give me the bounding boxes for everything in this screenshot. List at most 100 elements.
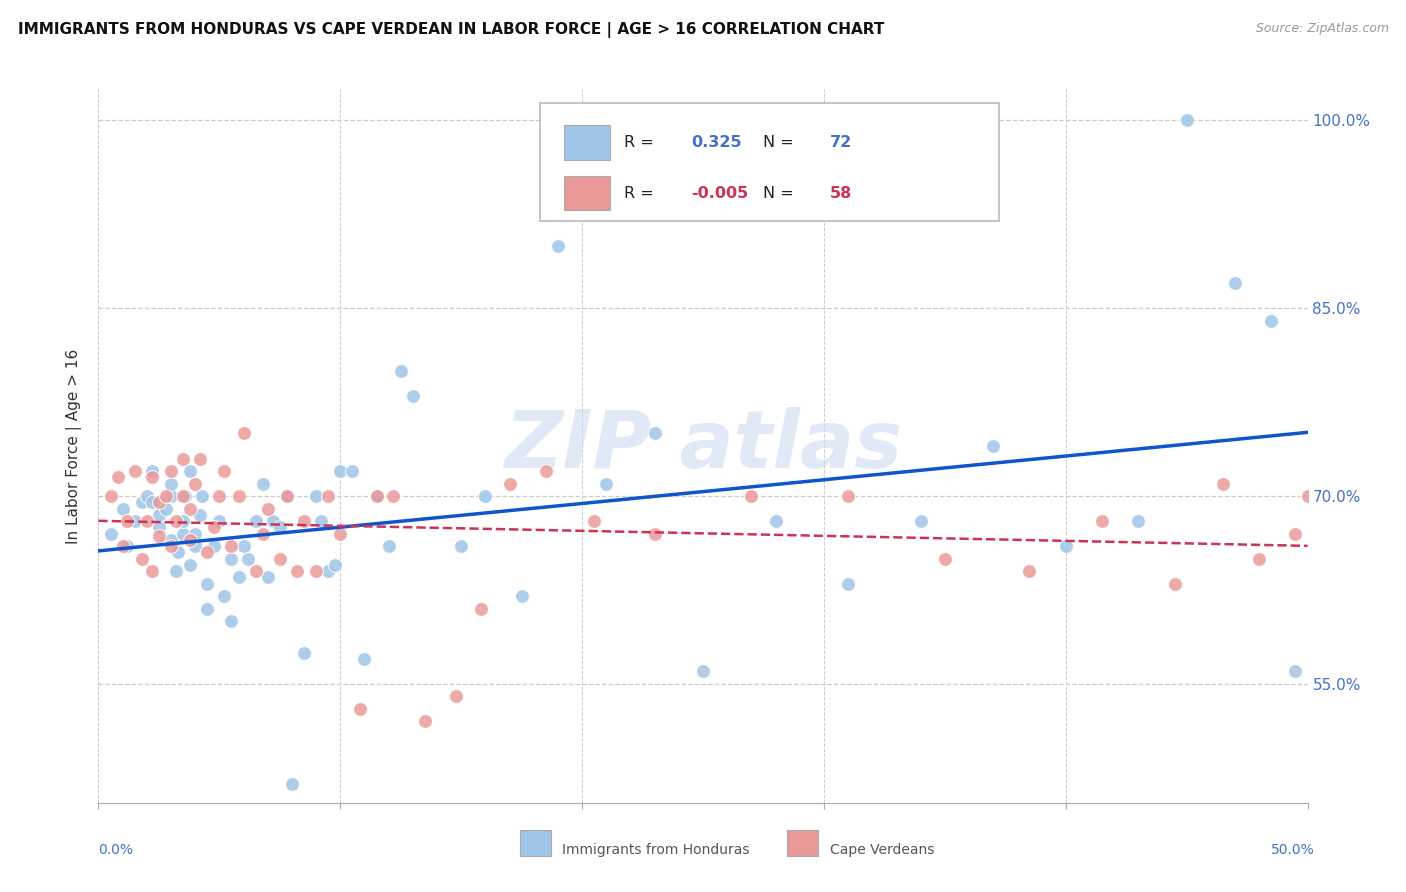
Point bbox=[160, 476, 183, 491]
Point bbox=[141, 470, 163, 484]
Point bbox=[252, 476, 274, 491]
Point bbox=[276, 489, 298, 503]
Point bbox=[262, 514, 284, 528]
Point bbox=[131, 551, 153, 566]
Point bbox=[583, 514, 606, 528]
Point bbox=[292, 646, 315, 660]
Point bbox=[547, 238, 569, 252]
Point bbox=[644, 526, 666, 541]
Text: Immigrants from Honduras: Immigrants from Honduras bbox=[562, 843, 749, 857]
Point bbox=[141, 464, 163, 478]
Point bbox=[325, 558, 347, 572]
Point bbox=[184, 476, 207, 491]
Point bbox=[228, 570, 250, 584]
Point bbox=[131, 495, 153, 509]
FancyBboxPatch shape bbox=[564, 125, 610, 160]
Point bbox=[232, 426, 254, 441]
Point bbox=[329, 526, 352, 541]
Text: ZIP atlas: ZIP atlas bbox=[503, 407, 903, 485]
Point bbox=[316, 489, 339, 503]
Point bbox=[124, 514, 146, 528]
Point bbox=[160, 464, 183, 478]
Point bbox=[204, 539, 226, 553]
Point bbox=[208, 514, 231, 528]
Point bbox=[389, 364, 412, 378]
Point bbox=[111, 539, 134, 553]
Point bbox=[155, 501, 177, 516]
Point bbox=[212, 464, 235, 478]
Point bbox=[165, 564, 187, 578]
Point bbox=[366, 489, 388, 503]
Point bbox=[1212, 476, 1234, 491]
Point bbox=[534, 464, 557, 478]
FancyBboxPatch shape bbox=[540, 103, 1000, 221]
Point bbox=[252, 526, 274, 541]
Point bbox=[474, 489, 496, 503]
Point bbox=[165, 514, 187, 528]
Point bbox=[934, 551, 956, 566]
Point bbox=[117, 514, 139, 528]
Point bbox=[377, 539, 399, 553]
Point bbox=[100, 526, 122, 541]
Point bbox=[172, 526, 194, 541]
Text: -0.005: -0.005 bbox=[690, 186, 748, 201]
Point bbox=[1284, 526, 1306, 541]
Point bbox=[204, 520, 226, 534]
Point bbox=[1054, 539, 1077, 553]
Point bbox=[498, 476, 520, 491]
Text: 50.0%: 50.0% bbox=[1271, 843, 1315, 857]
Point bbox=[305, 489, 328, 503]
Point bbox=[245, 564, 267, 578]
Point bbox=[179, 464, 201, 478]
Point bbox=[124, 464, 146, 478]
Point bbox=[1128, 514, 1150, 528]
Point bbox=[837, 489, 859, 503]
Point bbox=[316, 564, 339, 578]
Point bbox=[305, 564, 328, 578]
Point bbox=[172, 451, 194, 466]
Point bbox=[692, 665, 714, 679]
Point bbox=[160, 489, 183, 503]
Point bbox=[107, 470, 129, 484]
Point bbox=[100, 489, 122, 503]
Point bbox=[179, 533, 201, 547]
Point bbox=[329, 464, 352, 478]
Point bbox=[413, 714, 436, 729]
Point bbox=[510, 589, 533, 603]
Point bbox=[212, 589, 235, 603]
Text: 72: 72 bbox=[830, 135, 852, 150]
Point bbox=[179, 501, 201, 516]
Point bbox=[740, 489, 762, 503]
Point bbox=[1018, 564, 1040, 578]
Point bbox=[281, 777, 304, 791]
Point bbox=[221, 614, 243, 628]
Point bbox=[285, 564, 308, 578]
Point bbox=[191, 489, 214, 503]
Point bbox=[342, 464, 364, 478]
Point bbox=[256, 570, 278, 584]
Point bbox=[292, 514, 315, 528]
Point bbox=[172, 489, 194, 503]
Point bbox=[195, 545, 218, 559]
Point bbox=[188, 508, 211, 522]
Point bbox=[179, 558, 201, 572]
Point bbox=[221, 551, 243, 566]
Point bbox=[155, 489, 177, 503]
Point bbox=[245, 514, 267, 528]
Point bbox=[238, 551, 260, 566]
Text: R =: R = bbox=[624, 135, 659, 150]
Point bbox=[172, 514, 194, 528]
Text: N =: N = bbox=[763, 135, 800, 150]
Point bbox=[117, 539, 139, 553]
Point bbox=[256, 501, 278, 516]
Point bbox=[221, 539, 243, 553]
Point bbox=[366, 489, 388, 503]
Point bbox=[135, 514, 157, 528]
Point bbox=[1163, 576, 1185, 591]
Text: R =: R = bbox=[624, 186, 659, 201]
Point bbox=[148, 508, 170, 522]
Point bbox=[765, 514, 787, 528]
Point bbox=[135, 489, 157, 503]
Point bbox=[910, 514, 932, 528]
Point bbox=[188, 451, 211, 466]
